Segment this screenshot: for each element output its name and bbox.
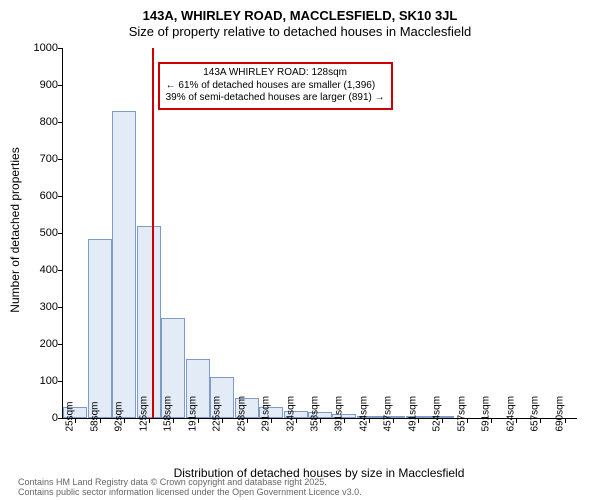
y-axis-label: Number of detached properties [8,147,22,312]
chart-title-line2: Size of property relative to detached ho… [0,24,600,39]
y-tick-label: 800 [28,116,58,128]
y-tick-mark [58,85,63,86]
chart-footer: Contains HM Land Registry data © Crown c… [18,478,362,498]
histogram-bar [88,239,112,418]
y-tick-label: 600 [28,190,58,202]
histogram-bar [112,111,136,418]
x-tick-mark [393,418,394,423]
chart-title-line1: 143A, WHIRLEY ROAD, MACCLESFIELD, SK10 3… [0,8,600,23]
y-tick-label: 700 [28,153,58,165]
y-tick-mark [58,196,63,197]
y-tick-label: 400 [28,264,58,276]
y-tick-label: 100 [28,375,58,387]
plot-area: 143A WHIRLEY ROAD: 128sqm← 61% of detach… [62,48,577,419]
histogram-bar [137,226,161,418]
y-tick-mark [58,418,63,419]
callout-line: 143A WHIRLEY ROAD: 128sqm [166,67,385,80]
chart-container: 143A, WHIRLEY ROAD, MACCLESFIELD, SK10 3… [0,0,600,500]
reference-callout: 143A WHIRLEY ROAD: 128sqm← 61% of detach… [158,62,393,110]
y-tick-label: 0 [28,412,58,424]
y-tick-mark [58,381,63,382]
y-tick-label: 900 [28,79,58,91]
y-tick-mark [58,307,63,308]
y-tick-mark [58,233,63,234]
y-tick-mark [58,270,63,271]
reference-line [152,48,154,418]
y-tick-label: 500 [28,227,58,239]
x-tick-mark [442,418,443,423]
y-tick-mark [58,48,63,49]
y-tick-label: 1000 [28,42,58,54]
callout-line: ← 61% of detached houses are smaller (1,… [166,80,385,93]
y-tick-mark [58,122,63,123]
y-tick-label: 300 [28,301,58,313]
y-tick-mark [58,344,63,345]
callout-line: 39% of semi-detached houses are larger (… [166,92,385,105]
y-tick-mark [58,159,63,160]
footer-line2: Contains public sector information licen… [18,488,362,498]
x-tick-mark [344,418,345,423]
y-tick-label: 200 [28,338,58,350]
